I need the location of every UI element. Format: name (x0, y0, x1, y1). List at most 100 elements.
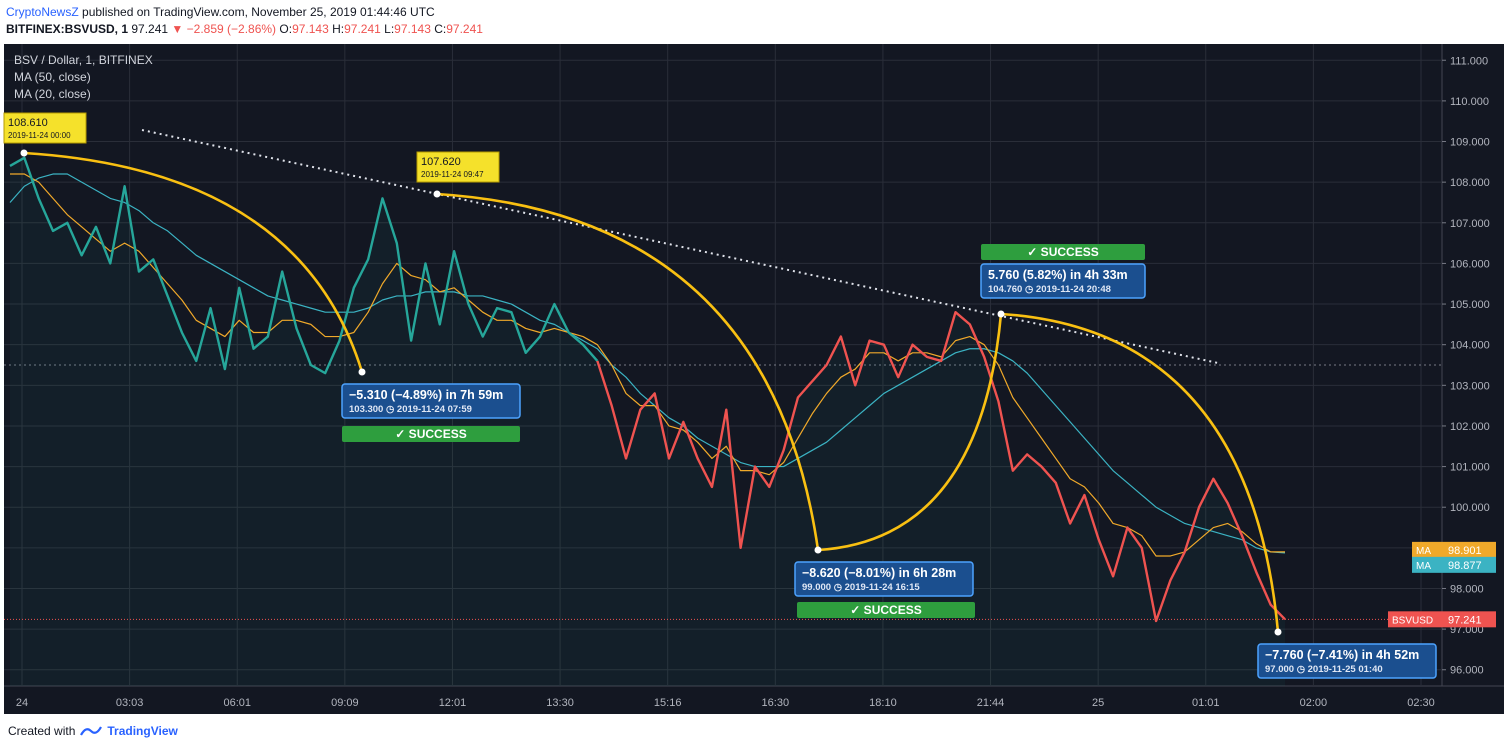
x-tick-label: 12:01 (439, 697, 467, 709)
open-value: 97.143 (292, 22, 329, 36)
pivot-point (997, 310, 1005, 318)
x-tick-label: 02:00 (1300, 697, 1328, 709)
success-badge-1-text: ✓ SUCCESS (395, 427, 466, 441)
symbol-label: BITFINEX:BSVUSD, 1 (6, 22, 129, 36)
y-tick-label: 107.000 (1450, 218, 1490, 230)
x-tick-label: 21:44 (977, 697, 1005, 709)
last-price: 97.241 (131, 22, 169, 36)
author-link[interactable]: CryptoNewsZ (6, 5, 79, 19)
y-tick-label: 98.000 (1450, 583, 1484, 595)
x-tick-label: 02:30 (1407, 697, 1435, 709)
flag-high-2-price: 107.620 (421, 156, 461, 168)
callout-drop-3-detail: 97.000 ◷ 2019-11-25 01:40 (1265, 664, 1383, 675)
y-tick-label: 108.000 (1450, 177, 1490, 189)
pivot-point (1274, 628, 1282, 636)
publish-line: CryptoNewsZ published on TradingView.com… (6, 4, 483, 21)
price-change: −2.859 (−2.86%) (186, 22, 277, 36)
legend-pair: BSV / Dollar, 1, BITFINEX (14, 53, 153, 67)
flag-high-1-date: 2019-11-24 00:00 (8, 131, 71, 140)
callout-drop-2-detail: 99.000 ◷ 2019-11-24 16:15 (802, 582, 920, 593)
callout-rise-label: 5.760 (5.82%) in 4h 33m (988, 268, 1128, 282)
projection-arc (23, 151, 364, 373)
projection-arc (1000, 312, 1280, 633)
success-badge-3-text: ✓ SUCCESS (1027, 245, 1098, 259)
tradingview-logo-icon (80, 726, 103, 736)
ma50-axis-label-tag: MA (1416, 561, 1431, 572)
open-label: O: (279, 22, 293, 36)
time-axis-background (4, 686, 1504, 714)
low-label: L: (384, 22, 395, 36)
ma50-axis-label-box (1412, 556, 1496, 573)
last-price-axis-label-value: 97.241 (1448, 614, 1482, 626)
ma20-line (10, 173, 1286, 557)
flag-high-1-price: 108.610 (8, 117, 48, 129)
publish-info: published on TradingView.com, November 2… (82, 5, 435, 19)
price-line-down (596, 310, 1286, 623)
flag-high-1-box (3, 112, 87, 144)
flag-high-2-box (416, 151, 500, 183)
y-tick-label: 109.000 (1450, 137, 1490, 149)
y-tick-label: 102.000 (1450, 421, 1490, 433)
y-tick-label: 111.000 (1450, 55, 1488, 67)
y-tick-label: 103.000 (1450, 380, 1490, 392)
success-badge-2-text: ✓ SUCCESS (850, 603, 921, 617)
flag-high-2-date: 2019-11-24 09:47 (421, 170, 484, 179)
price-line-up (9, 156, 599, 375)
close-value: 97.241 (446, 22, 483, 36)
ohlc-line: BITFINEX:BSVUSD, 1 97.241 ▼ −2.859 (−2.8… (6, 21, 483, 38)
ma50-line (9, 173, 1286, 554)
x-tick-label: 15:16 (654, 697, 682, 709)
y-tick-label: 101.000 (1450, 462, 1490, 474)
pivot-point (433, 190, 441, 198)
callout-rise-box (980, 263, 1146, 299)
callout-drop-1-label: −5.310 (−4.89%) in 7h 59m (349, 388, 503, 402)
y-tick-label: 105.000 (1450, 299, 1490, 311)
down-arrow-icon: ▼ (171, 22, 184, 36)
y-tick-label: 106.000 (1450, 258, 1490, 270)
projection-arc (436, 192, 820, 551)
y-tick-label: 110.000 (1450, 96, 1489, 108)
callout-drop-2-label: −8.620 (−8.01%) in 6h 28m (802, 566, 956, 580)
callout-drop-1-box (341, 383, 521, 419)
price-area-fill (10, 157, 1285, 686)
y-tick-label: 104.000 (1450, 340, 1490, 352)
x-tick-label: 09:09 (331, 697, 359, 709)
x-tick-label: 18:10 (869, 697, 897, 709)
success-badge-2-box (797, 602, 975, 618)
callout-drop-3-box (1257, 643, 1437, 679)
pivot-point (814, 546, 822, 554)
created-with-label: Created with (8, 724, 76, 738)
callout-drop-3-label: −7.760 (−7.41%) in 4h 52m (1265, 648, 1419, 662)
success-badge-1-box (342, 426, 520, 442)
x-tick-label: 25 (1092, 697, 1104, 709)
close-label: C: (434, 22, 447, 36)
legend-ma20: MA (20, close) (14, 87, 91, 101)
tradingview-link[interactable]: TradingView (107, 724, 178, 738)
callout-drop-1-detail: 103.300 ◷ 2019-11-24 07:59 (349, 404, 472, 415)
footer: Created with TradingView (8, 724, 178, 738)
legend-ma50: MA (50, close) (14, 70, 91, 84)
last-price-axis-label-box (1388, 611, 1496, 628)
callout-rise-detail: 104.760 ◷ 2019-11-24 20:48 (988, 284, 1111, 295)
x-tick-label: 24 (16, 697, 28, 709)
low-value: 97.143 (394, 22, 431, 36)
callout-drop-2-box (794, 561, 974, 597)
ma20-axis-label-tag: MA (1416, 546, 1431, 557)
x-tick-label: 06:01 (223, 697, 251, 709)
ma50-axis-label-value: 98.877 (1448, 560, 1482, 572)
ma20-axis-label-value: 98.901 (1448, 545, 1482, 557)
pivot-point (358, 368, 366, 376)
chart-header: CryptoNewsZ published on TradingView.com… (6, 4, 483, 38)
price-axis-background (1442, 44, 1504, 686)
projection-arc (817, 313, 1003, 552)
x-tick-label: 03:03 (116, 697, 144, 709)
x-tick-label: 01:01 (1192, 697, 1220, 709)
x-tick-label: 16:30 (762, 697, 790, 709)
high-value: 97.241 (344, 22, 381, 36)
pivot-point (20, 149, 28, 157)
success-badge-3-box (981, 244, 1145, 260)
last-price-axis-label-tag: BSVUSD (1392, 615, 1433, 626)
x-tick-label: 13:30 (546, 697, 574, 709)
high-label: H: (332, 22, 345, 36)
